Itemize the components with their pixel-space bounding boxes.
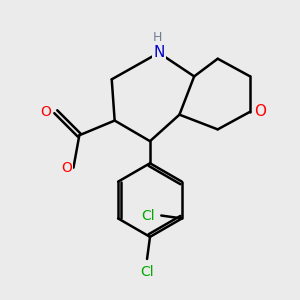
Text: O: O (254, 104, 266, 119)
Text: Cl: Cl (142, 208, 155, 223)
Text: Cl: Cl (140, 265, 154, 279)
Text: H: H (153, 31, 162, 44)
Text: O: O (61, 161, 72, 175)
Text: N: N (153, 45, 164, 60)
Text: O: O (40, 105, 51, 119)
